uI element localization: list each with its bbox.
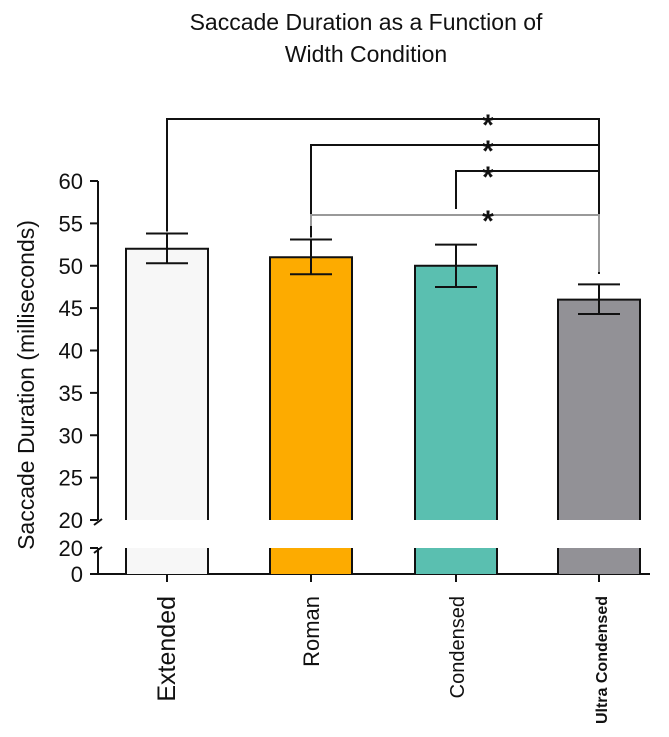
y-tick-label: 20 — [59, 536, 83, 561]
y-tick-label: 45 — [59, 296, 83, 321]
axis-break-mark-lower — [93, 546, 103, 554]
axis-break-mark-upper — [93, 518, 103, 526]
bar — [415, 265, 497, 520]
bar-lower-segment — [558, 548, 640, 574]
y-tick-label: 30 — [59, 423, 83, 448]
y-tick-label: 25 — [59, 466, 83, 491]
bar-layer — [125, 232, 641, 574]
chart-title-line-2: Width Condition — [285, 41, 447, 67]
bar — [558, 299, 640, 520]
y-axis-label: Saccade Duration (milliseconds) — [13, 220, 39, 550]
y-tick-label: 50 — [59, 254, 83, 279]
bar — [126, 248, 208, 521]
bar-lower-segment — [126, 548, 208, 574]
bar — [270, 257, 352, 520]
x-tick-label: Ultra Condensed — [594, 596, 611, 724]
x-tick-label: Roman — [299, 596, 324, 667]
x-tick-label: Condensed — [447, 596, 469, 698]
significance-layer: **** — [166, 109, 600, 274]
y-tick-label: 55 — [59, 211, 83, 236]
y-tick-label: 0 — [71, 562, 83, 587]
significance-star: * — [482, 135, 494, 168]
y-tick-label: 60 — [59, 169, 83, 194]
bar-lower-segment — [270, 548, 352, 574]
x-tick-label: Extended — [153, 596, 181, 702]
significance-bracket — [310, 214, 600, 272]
chart-title-line-1: Saccade Duration as a Function of — [190, 9, 543, 35]
significance-star: * — [482, 161, 494, 194]
bar-lower-segment — [415, 548, 497, 574]
y-tick-label: 40 — [59, 339, 83, 364]
significance-star: * — [482, 205, 494, 238]
significance-bracket — [166, 118, 600, 274]
significance-star: * — [482, 109, 494, 142]
y-tick-label: 20 — [59, 508, 83, 533]
significance-bracket — [455, 170, 600, 274]
y-tick-label: 35 — [59, 381, 83, 406]
